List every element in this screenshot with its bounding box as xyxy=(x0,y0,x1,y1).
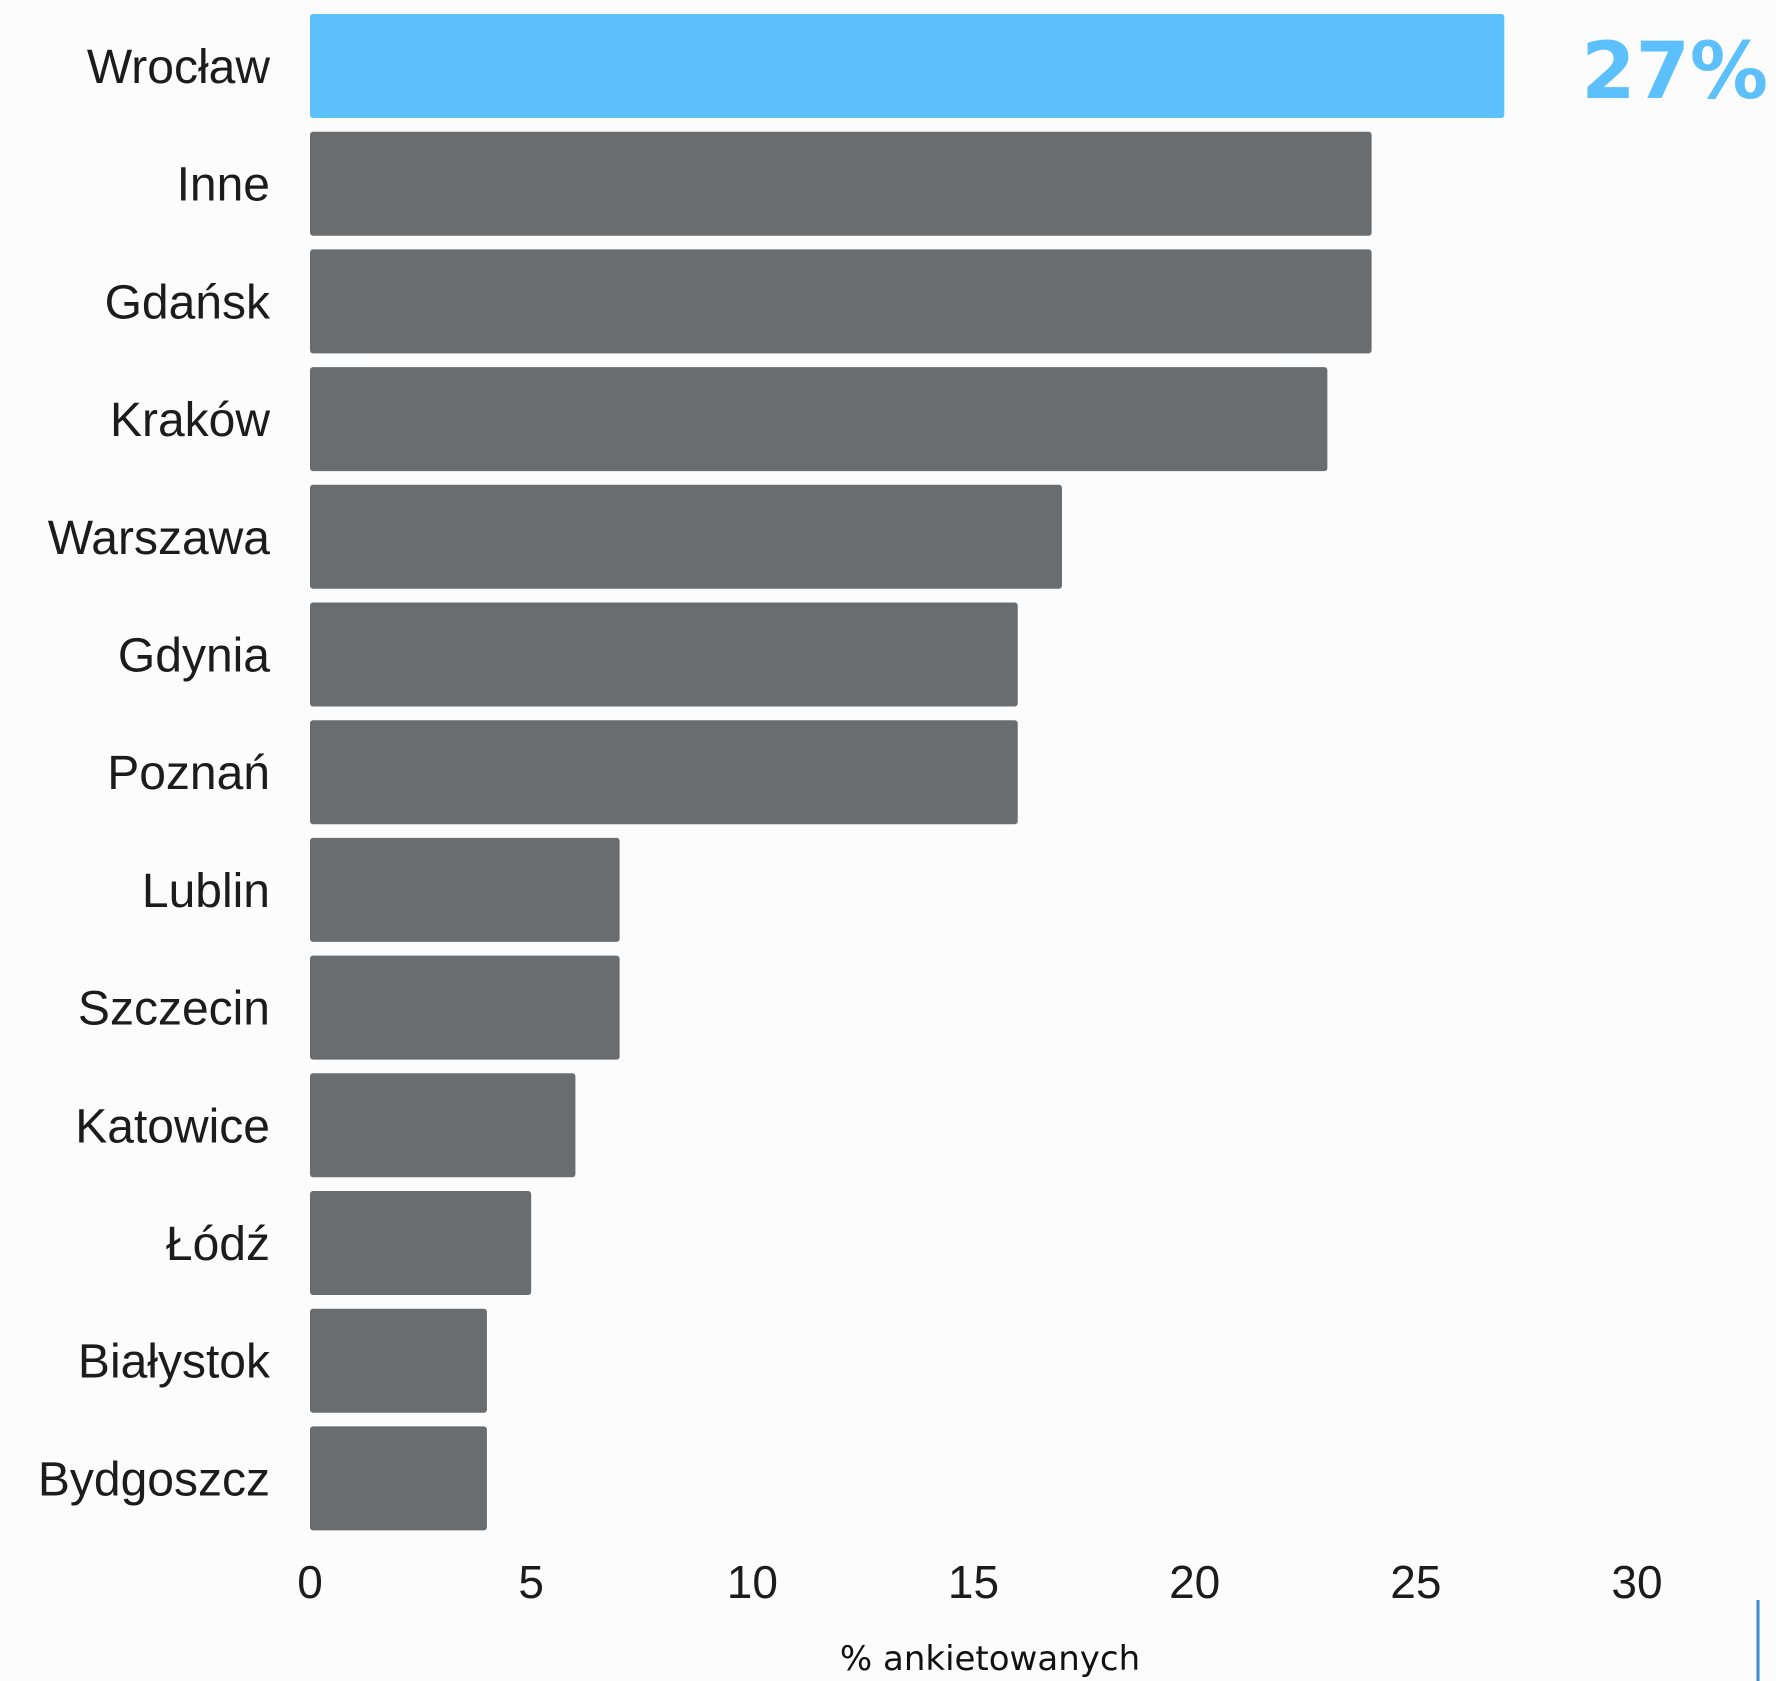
bar-9 xyxy=(310,955,620,1060)
category-label: Białystok xyxy=(78,1336,271,1389)
category-label: Poznań xyxy=(107,747,270,800)
category-label: Gdynia xyxy=(118,630,270,683)
x-tick-label: 15 xyxy=(948,1556,999,1608)
bar-10 xyxy=(310,1073,576,1178)
x-axis-ticks: 0 5 10 15 20 25 30 xyxy=(297,1556,1662,1608)
bars-group xyxy=(310,14,1505,1531)
category-label: Inne xyxy=(177,159,270,212)
x-tick-label: 10 xyxy=(727,1556,778,1608)
bar-4 xyxy=(310,367,1328,472)
x-tick-label: 25 xyxy=(1390,1556,1441,1608)
category-label: Gdańsk xyxy=(105,276,271,329)
bar-7 xyxy=(310,720,1018,825)
bar-6 xyxy=(310,602,1018,707)
category-label: Warszawa xyxy=(48,512,271,565)
bar-2 xyxy=(310,131,1372,236)
x-tick-label: 30 xyxy=(1611,1556,1662,1608)
bar-5 xyxy=(310,484,1062,589)
category-label: Wrocław xyxy=(87,41,270,94)
category-label: Katowice xyxy=(75,1100,270,1153)
category-label: Szczecin xyxy=(78,983,270,1036)
category-labels: Wrocław Inne Gdańsk Kraków Warszawa Gdynia Poz… xyxy=(38,41,271,1506)
x-tick-label: 20 xyxy=(1169,1556,1220,1608)
category-label: Łódź xyxy=(166,1218,270,1271)
category-label: Kraków xyxy=(110,394,270,447)
bar-12 xyxy=(310,1308,487,1413)
category-label: Bydgoszcz xyxy=(38,1453,270,1506)
x-tick-label: 0 xyxy=(297,1556,323,1608)
highlight-value-label: 27% xyxy=(1581,27,1768,117)
bar-13 xyxy=(310,1426,487,1531)
x-tick-label: 5 xyxy=(518,1556,544,1608)
bar-8 xyxy=(310,837,620,942)
category-label: Lublin xyxy=(142,865,270,918)
bar-11 xyxy=(310,1191,532,1295)
bar-1 xyxy=(310,14,1505,118)
x-axis-label: % ankietowanych xyxy=(840,1639,1140,1679)
bar-3 xyxy=(310,249,1372,354)
